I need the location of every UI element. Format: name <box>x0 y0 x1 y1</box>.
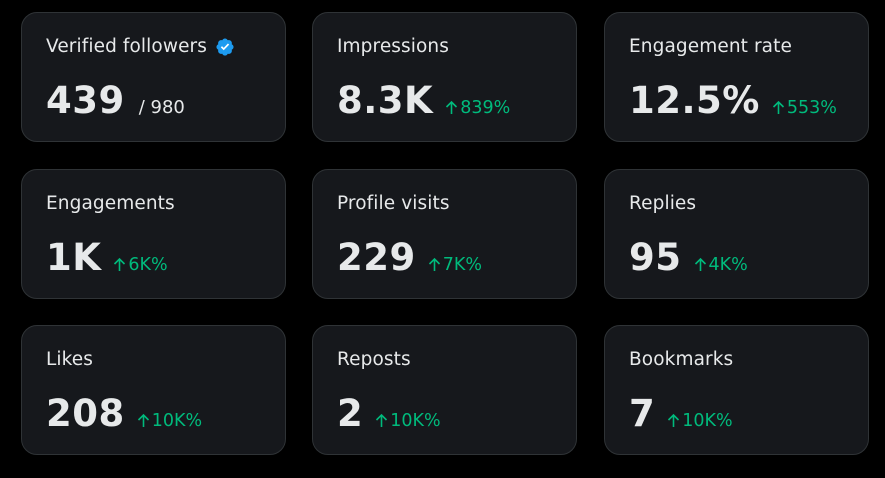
arrow-up-icon <box>772 100 784 114</box>
metric-value-row: 229 7K% <box>337 236 482 279</box>
arrow-up-icon <box>376 413 388 427</box>
metric-change: 10K% <box>667 411 733 431</box>
metric-total: / 980 <box>138 97 185 118</box>
arrow-up-icon <box>694 257 706 271</box>
metric-change: 10K% <box>137 411 202 431</box>
arrow-up-icon <box>446 100 458 114</box>
metric-value: 208 <box>46 392 125 435</box>
metric-card-engagement-rate[interactable]: Engagement rate 12.5% 553% <box>604 12 869 142</box>
arrow-up-icon <box>114 257 126 271</box>
metric-value: 7 <box>629 392 656 435</box>
metric-value: 8.3K <box>337 79 434 122</box>
metric-value: 12.5% <box>629 79 760 122</box>
metric-label: Verified followers <box>46 36 235 57</box>
metric-value-row: 95 4K% <box>629 236 748 279</box>
metric-card-reposts[interactable]: Reposts 2 10K% <box>312 325 577 455</box>
metric-card-verified-followers[interactable]: Verified followers 439 / 980 <box>21 12 286 142</box>
metric-change-value: 10K% <box>390 411 441 431</box>
metric-label: Engagements <box>46 193 175 214</box>
metric-label-text: Verified followers <box>46 36 207 57</box>
metric-value: 229 <box>337 236 416 279</box>
arrow-up-icon <box>668 413 680 427</box>
metric-card-impressions[interactable]: Impressions 8.3K 839% <box>312 12 577 142</box>
metric-card-profile-visits[interactable]: Profile visits 229 7K% <box>312 169 577 299</box>
metric-label: Reposts <box>337 349 411 370</box>
metric-change: 10K% <box>375 411 441 431</box>
metric-label: Profile visits <box>337 193 450 214</box>
metric-value: 2 <box>337 392 364 435</box>
metric-change-value: 7K% <box>442 255 482 275</box>
metric-change-value: 839% <box>460 98 511 118</box>
metric-label: Replies <box>629 193 697 214</box>
metric-change: 7K% <box>428 255 482 275</box>
metric-value: 439 <box>46 79 125 122</box>
verified-badge-icon <box>216 37 234 56</box>
metric-card-likes[interactable]: Likes 208 10K% <box>21 325 286 455</box>
metric-value-row: 439 / 980 <box>46 79 185 122</box>
arrow-up-icon <box>428 257 440 271</box>
metric-value-row: 1K 6K% <box>46 236 168 279</box>
metric-label: Engagement rate <box>629 36 792 57</box>
metric-card-bookmarks[interactable]: Bookmarks 7 10K% <box>604 325 869 455</box>
metric-change: 553% <box>772 98 837 118</box>
metric-value-row: 8.3K 839% <box>337 79 510 122</box>
metric-value-row: 12.5% 553% <box>629 79 837 122</box>
metric-change: 6K% <box>113 255 168 275</box>
metric-change-value: 553% <box>786 98 837 118</box>
metric-label: Impressions <box>337 36 450 57</box>
metric-value-row: 2 10K% <box>337 392 441 435</box>
metric-change-value: 6K% <box>128 255 168 275</box>
metric-change-value: 4K% <box>708 255 748 275</box>
arrow-up-icon <box>137 413 149 427</box>
metric-change-value: 10K% <box>682 411 733 431</box>
metric-value-row: 208 10K% <box>46 392 202 435</box>
metric-label: Likes <box>46 349 94 370</box>
metric-change: 4K% <box>694 255 748 275</box>
metric-change-value: 10K% <box>151 411 203 431</box>
metric-card-engagements[interactable]: Engagements 1K 6K% <box>21 169 286 299</box>
metric-card-replies[interactable]: Replies 95 4K% <box>604 169 869 299</box>
metric-value: 1K <box>46 236 102 279</box>
metric-change: 839% <box>445 98 510 118</box>
metric-value-row: 7 10K% <box>629 392 733 435</box>
metric-label: Bookmarks <box>629 349 734 370</box>
metric-value: 95 <box>629 236 682 279</box>
